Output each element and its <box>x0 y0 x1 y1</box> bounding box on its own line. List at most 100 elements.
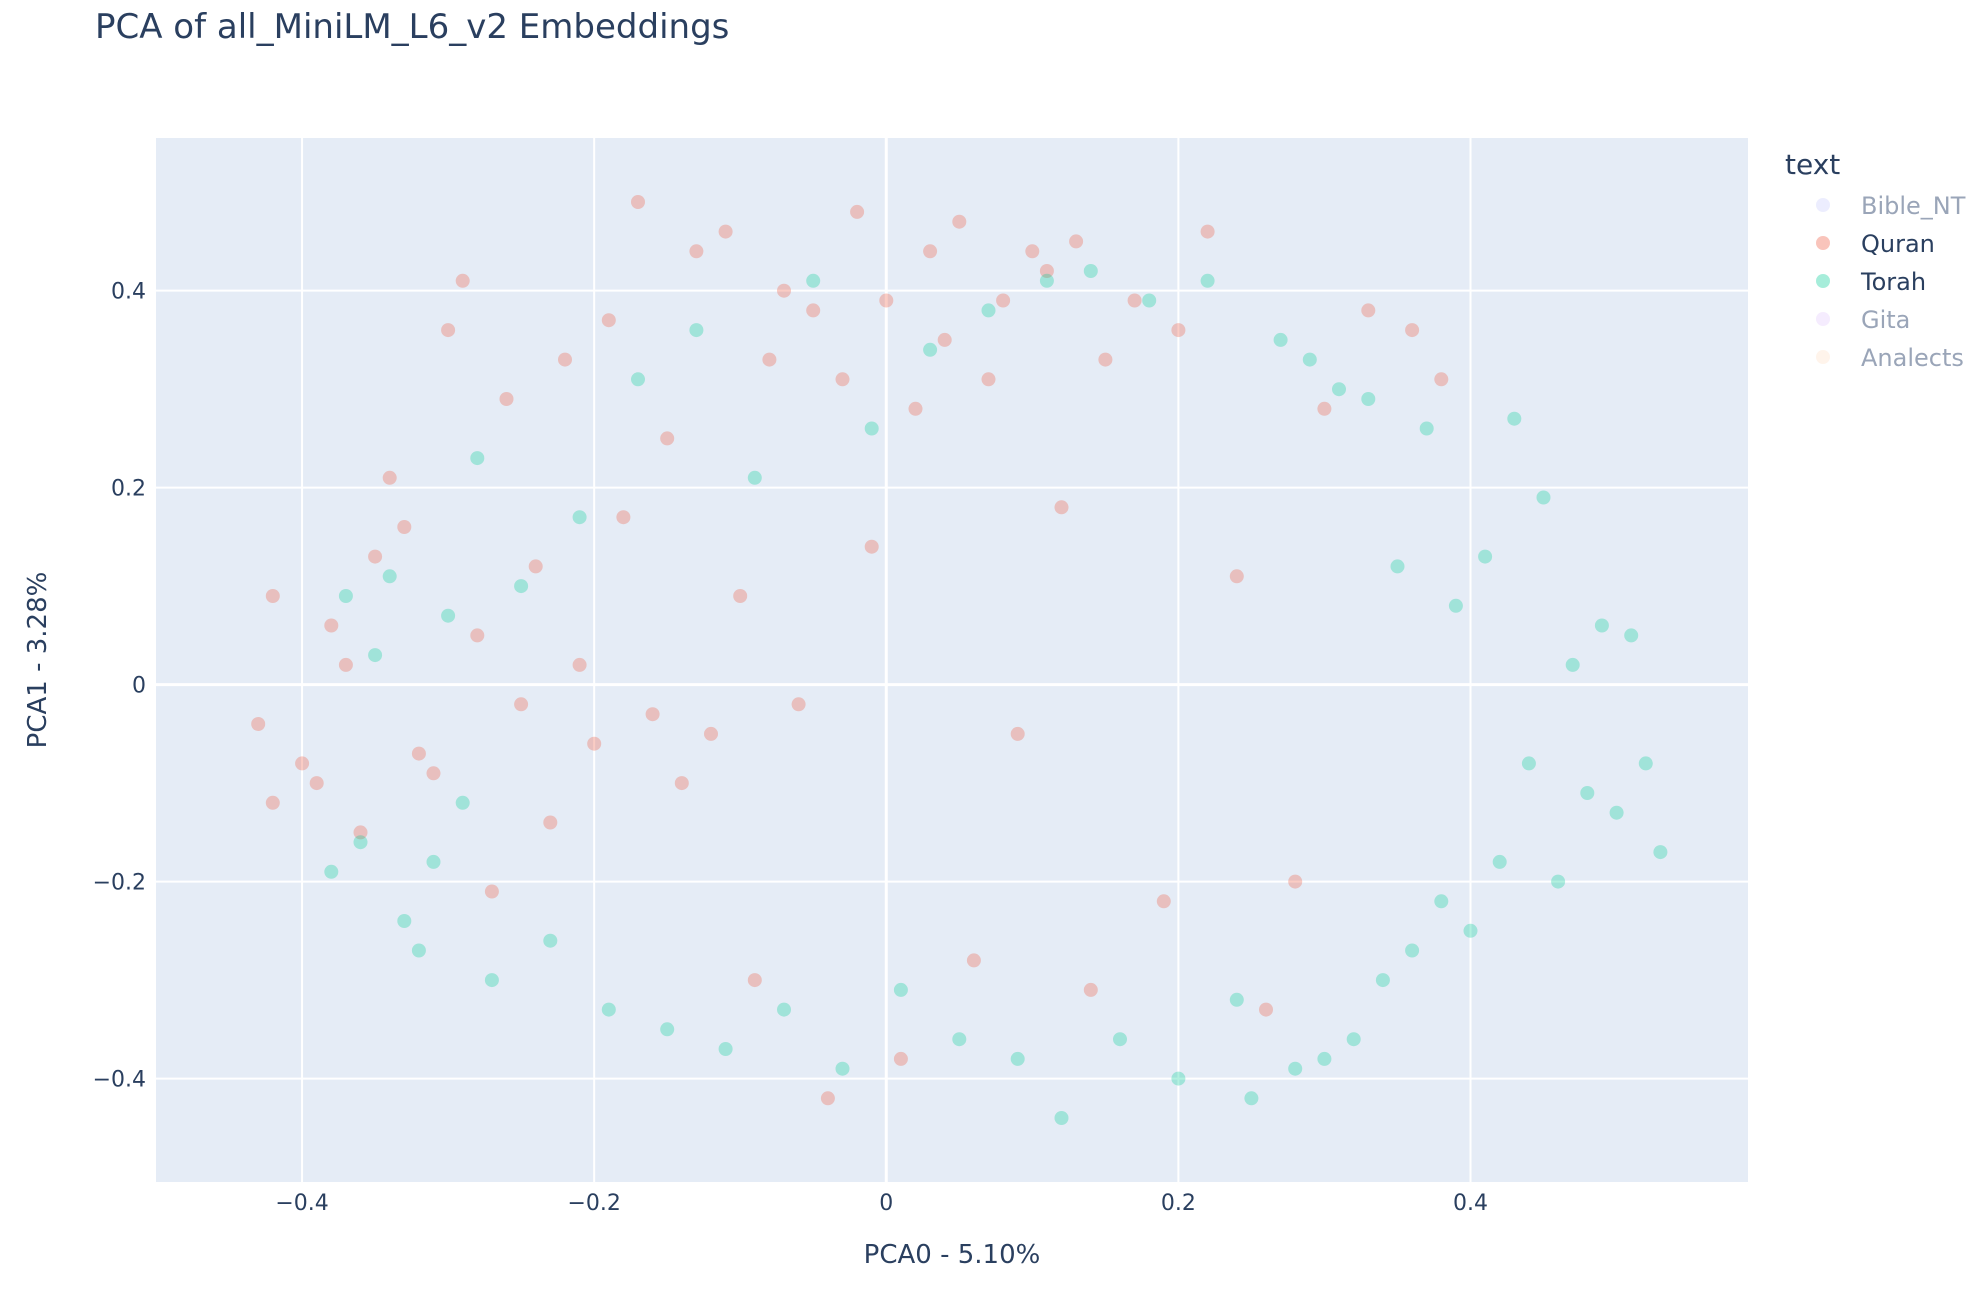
point-quran[interactable] <box>952 214 967 229</box>
point-quran[interactable] <box>558 352 572 367</box>
point-quran[interactable] <box>484 884 499 899</box>
point-quran[interactable] <box>1405 323 1420 338</box>
point-torah[interactable] <box>382 569 397 584</box>
point-torah[interactable] <box>777 1002 791 1017</box>
point-torah[interactable] <box>806 273 821 288</box>
point-quran[interactable] <box>733 589 748 603</box>
point-quran[interactable] <box>689 244 704 259</box>
point-torah[interactable] <box>1010 1051 1025 1066</box>
point-torah[interactable] <box>324 864 339 879</box>
point-quran[interactable] <box>1127 293 1142 308</box>
point-quran[interactable] <box>674 776 689 791</box>
point-torah[interactable] <box>1083 264 1098 278</box>
point-quran[interactable] <box>1317 401 1332 416</box>
point-torah[interactable] <box>1653 845 1668 860</box>
legend-item-torah[interactable]: Torah <box>1816 268 1926 296</box>
point-torah[interactable] <box>426 854 441 869</box>
point-torah[interactable] <box>441 608 456 623</box>
point-torah[interactable] <box>543 933 558 948</box>
point-torah[interactable] <box>1054 1111 1069 1125</box>
point-quran[interactable] <box>718 224 733 239</box>
point-quran[interactable] <box>981 372 996 387</box>
point-quran[interactable] <box>850 204 865 219</box>
point-quran[interactable] <box>338 657 353 672</box>
point-torah[interactable] <box>747 470 762 485</box>
point-quran[interactable] <box>309 776 324 791</box>
point-quran[interactable] <box>835 372 850 387</box>
point-quran[interactable] <box>704 726 718 741</box>
point-torah[interactable] <box>1536 490 1551 505</box>
point-torah[interactable] <box>1346 1032 1361 1047</box>
point-quran[interactable] <box>1054 500 1069 515</box>
point-torah[interactable] <box>718 1042 733 1056</box>
point-torah[interactable] <box>1521 756 1536 771</box>
point-quran[interactable] <box>996 293 1011 308</box>
point-torah[interactable] <box>1594 618 1609 633</box>
point-quran[interactable] <box>1200 224 1215 239</box>
point-torah[interactable] <box>484 973 499 988</box>
point-quran[interactable] <box>908 401 923 416</box>
point-quran[interactable] <box>660 431 675 446</box>
point-quran[interactable] <box>265 795 280 810</box>
point-torah[interactable] <box>572 510 587 525</box>
point-quran[interactable] <box>747 973 762 988</box>
point-torah[interactable] <box>1361 392 1376 406</box>
point-torah[interactable] <box>601 1002 616 1017</box>
point-torah[interactable] <box>1273 332 1288 347</box>
point-quran[interactable] <box>806 303 821 318</box>
point-torah[interactable] <box>1507 411 1522 426</box>
point-torah[interactable] <box>1448 598 1463 613</box>
point-torah[interactable] <box>1565 657 1580 672</box>
point-quran[interactable] <box>1229 569 1244 584</box>
point-quran[interactable] <box>1083 982 1098 997</box>
point-quran[interactable] <box>587 736 602 751</box>
point-quran[interactable] <box>616 510 631 525</box>
scatter-points[interactable] <box>251 195 1668 1125</box>
point-quran[interactable] <box>820 1091 835 1106</box>
point-quran[interactable] <box>368 549 383 564</box>
legend-item-gita[interactable]: Gita <box>1816 306 1910 334</box>
point-torah[interactable] <box>1609 805 1624 820</box>
plot-background[interactable] <box>156 138 1748 1182</box>
point-torah[interactable] <box>470 451 485 466</box>
point-quran[interactable] <box>645 707 660 722</box>
point-quran[interactable] <box>1259 1002 1273 1017</box>
point-torah[interactable] <box>455 795 470 810</box>
point-torah[interactable] <box>923 342 938 357</box>
point-quran[interactable] <box>762 352 777 367</box>
point-quran[interactable] <box>455 273 470 288</box>
point-quran[interactable] <box>382 470 397 485</box>
point-quran[interactable] <box>426 766 441 781</box>
point-quran[interactable] <box>966 953 981 968</box>
legend-item-bible_nt[interactable]: Bible_NT <box>1816 192 1966 220</box>
point-quran[interactable] <box>893 1051 908 1066</box>
point-torah[interactable] <box>397 914 412 928</box>
point-quran[interactable] <box>441 323 456 338</box>
point-quran[interactable] <box>864 539 879 554</box>
point-quran[interactable] <box>1039 264 1054 278</box>
point-quran[interactable] <box>295 756 310 771</box>
point-torah[interactable] <box>1638 756 1653 771</box>
point-torah[interactable] <box>368 648 383 663</box>
point-quran[interactable] <box>631 195 645 209</box>
point-torah[interactable] <box>353 835 368 850</box>
legend-item-quran[interactable]: Quran <box>1816 230 1935 258</box>
point-quran[interactable] <box>353 825 368 840</box>
point-quran[interactable] <box>499 392 514 406</box>
point-torah[interactable] <box>1463 923 1478 938</box>
point-quran[interactable] <box>1025 244 1040 259</box>
point-torah[interactable] <box>1244 1091 1259 1106</box>
point-quran[interactable] <box>923 244 938 259</box>
legend-item-analects[interactable]: Analects <box>1816 344 1964 372</box>
point-quran[interactable] <box>528 559 543 574</box>
point-quran[interactable] <box>470 628 485 643</box>
point-quran[interactable] <box>937 332 952 347</box>
point-quran[interactable] <box>791 697 806 712</box>
point-torah[interactable] <box>1171 1071 1186 1086</box>
point-quran[interactable] <box>324 618 339 633</box>
point-quran[interactable] <box>1069 234 1084 249</box>
point-torah[interactable] <box>835 1061 850 1076</box>
point-torah[interactable] <box>411 943 426 958</box>
point-quran[interactable] <box>1288 874 1303 889</box>
point-quran[interactable] <box>777 283 791 298</box>
